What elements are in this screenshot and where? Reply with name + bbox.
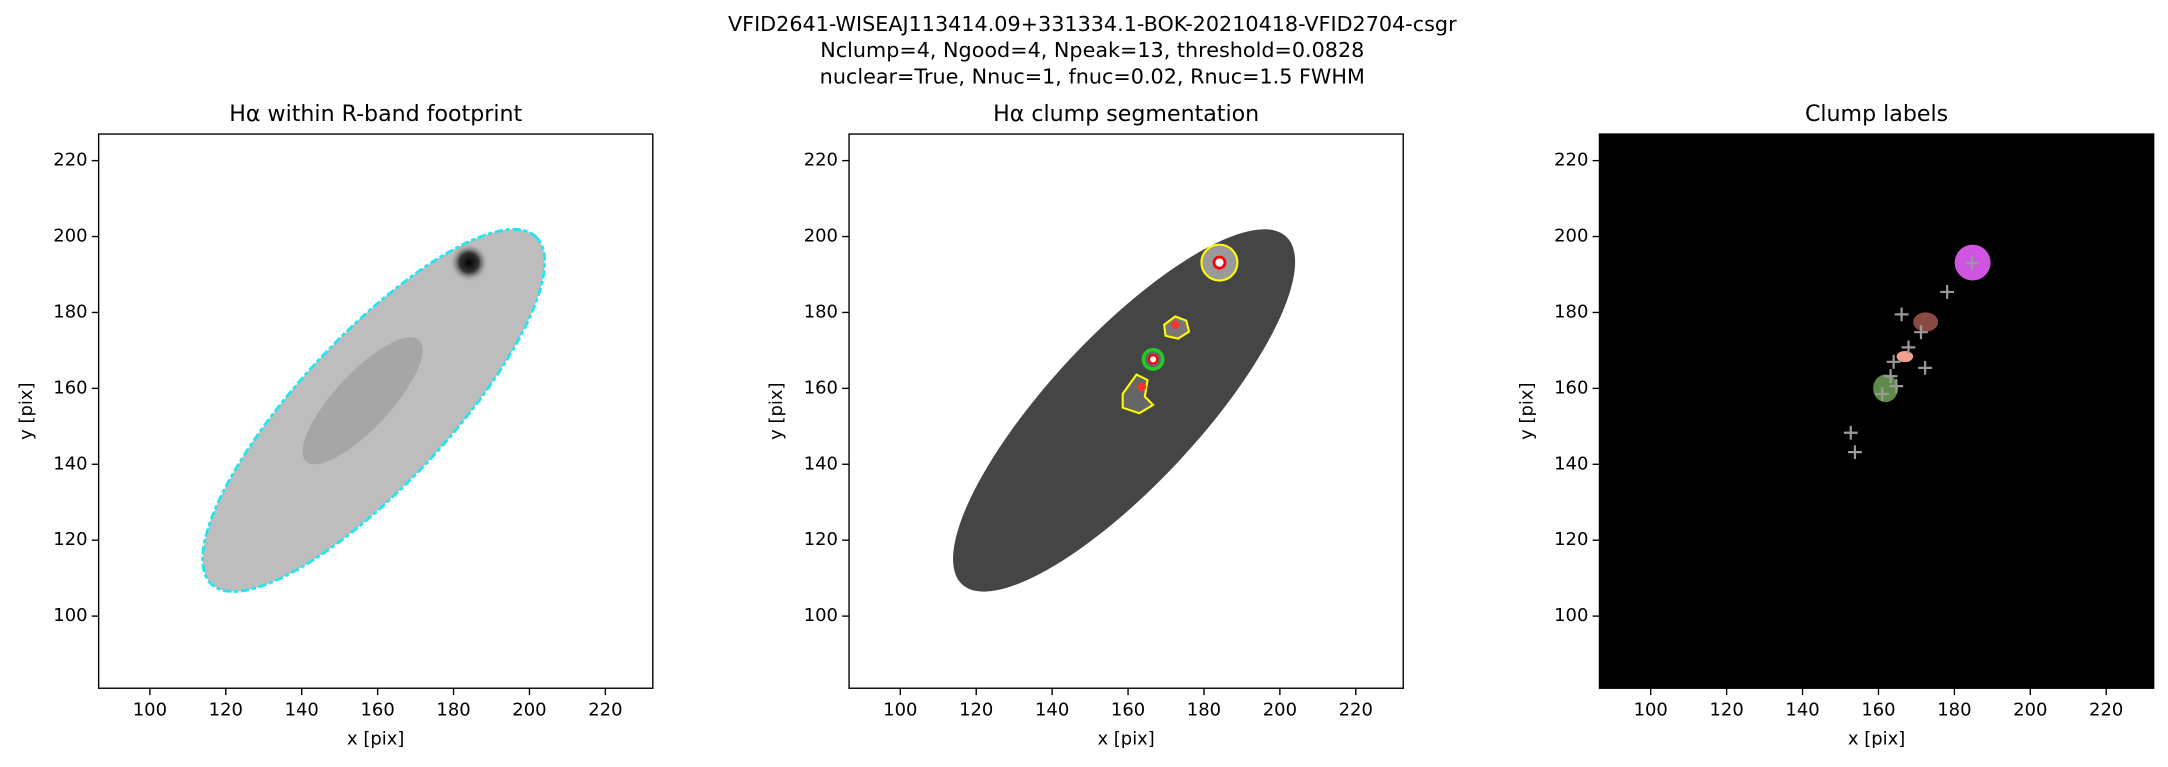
image (201, 227, 547, 593)
y-tick-label: 160 (1554, 377, 1588, 398)
x-tick-label: 120 (1709, 699, 1743, 720)
y-tick-label: 160 (804, 377, 838, 398)
y-tick-label: 140 (804, 453, 838, 474)
x-tick-label: 160 (1861, 699, 1895, 720)
x-tick-label: 220 (1339, 699, 1373, 720)
y-tick-label: 140 (1554, 453, 1588, 474)
y-tick-label: 160 (53, 377, 87, 398)
peak-marker (1886, 354, 1901, 369)
x-tick-label: 200 (1263, 699, 1297, 720)
x-tick-label: 140 (1785, 699, 1819, 720)
y-axis-label: y [pix] (16, 382, 37, 439)
peak-marker (1875, 387, 1890, 401)
x-tick-label: 120 (209, 699, 243, 720)
y-tick-label: 220 (804, 150, 838, 171)
y-tick-label: 120 (804, 529, 838, 550)
y-tick-label: 180 (804, 301, 838, 322)
x-tick-label: 140 (1035, 699, 1069, 720)
axes-title: Clump labels (1805, 101, 1948, 127)
peak-marker (1901, 340, 1916, 355)
axes-frame (1598, 133, 2155, 689)
y-axis-label: y [pix] (766, 382, 787, 439)
axes-frame (848, 133, 1404, 689)
y-tick-label: 220 (1554, 150, 1588, 171)
peak-marker (1914, 325, 1928, 340)
image (1599, 134, 2154, 689)
x-tick-label: 180 (436, 699, 470, 720)
y-tick-label: 180 (53, 301, 87, 322)
x-axis-label: x [pix] (1848, 728, 1905, 749)
y-tick-label: 140 (53, 453, 87, 474)
peak-marker (1889, 379, 1904, 393)
x-tick-label: 220 (2089, 699, 2123, 720)
y-tick-label: 100 (53, 605, 87, 626)
x-tick-label: 100 (883, 699, 917, 720)
image (953, 229, 1296, 592)
y-tick-label: 120 (53, 529, 87, 550)
x-tick-label: 120 (959, 699, 993, 720)
peak-marker (1918, 360, 1933, 375)
peak-marker (1848, 445, 1862, 460)
suptitle: Nclump=4, Ngood=4, Npeak=13, threshold=0… (820, 38, 1364, 62)
y-tick-label: 100 (804, 605, 838, 626)
x-tick-label: 180 (1187, 699, 1221, 720)
x-tick-label: 180 (1937, 699, 1971, 720)
peak-marker (1883, 369, 1898, 384)
suptitle: nuclear=True, Nnuc=1, fnuc=0.02, Rnuc=1.… (820, 64, 1365, 88)
y-tick-label: 200 (1554, 226, 1588, 247)
x-tick-label: 160 (1111, 699, 1145, 720)
y-tick-label: 220 (53, 150, 87, 171)
x-tick-label: 100 (1634, 699, 1668, 720)
x-tick-label: 100 (133, 699, 167, 720)
x-tick-label: 200 (2013, 699, 2047, 720)
y-tick-label: 180 (1554, 301, 1588, 322)
suptitle: VFID2641-WISEAJ113414.09+331334.1-BOK-20… (728, 12, 1457, 36)
x-axis-label: x [pix] (1097, 728, 1154, 749)
peak-marker (1843, 425, 1858, 440)
y-axis-label: y [pix] (1517, 382, 1538, 439)
x-axis-label: x [pix] (347, 728, 404, 749)
axes-title: Hα within R-band footprint (229, 101, 522, 127)
y-tick-label: 120 (1554, 529, 1588, 550)
y-tick-label: 200 (53, 226, 87, 247)
peak-marker (1965, 256, 1980, 271)
peak-marker (1940, 285, 1955, 299)
y-tick-label: 100 (1554, 605, 1588, 626)
peak-marker (1894, 307, 1909, 322)
x-tick-label: 140 (285, 699, 319, 720)
axes-title: Hα clump segmentation (993, 101, 1259, 127)
x-tick-label: 200 (512, 699, 546, 720)
x-tick-label: 160 (360, 699, 394, 720)
y-tick-label: 200 (804, 226, 838, 247)
axes-frame (97, 133, 654, 689)
x-tick-label: 220 (588, 699, 622, 720)
